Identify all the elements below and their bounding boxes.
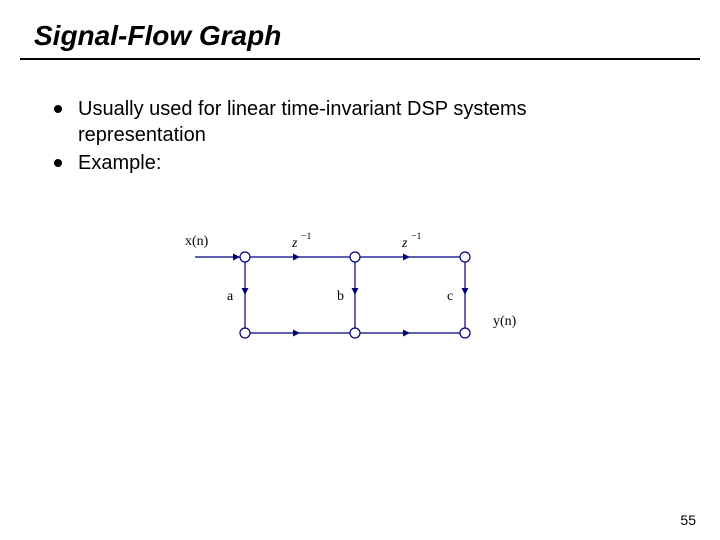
bullet-text: Example: xyxy=(78,150,161,176)
bullet-list: Usually used for linear time-invariant D… xyxy=(54,96,654,178)
svg-text:−1: −1 xyxy=(411,231,422,242)
svg-text:a: a xyxy=(227,289,234,304)
svg-text:c: c xyxy=(447,289,453,304)
bullet-item: Usually used for linear time-invariant D… xyxy=(54,96,654,148)
svg-text:y(n): y(n) xyxy=(493,314,517,329)
bullet-item: Example: xyxy=(54,150,654,176)
signal-flow-diagram: z−1z−1abcx(n)y(n) xyxy=(175,215,555,395)
svg-text:b: b xyxy=(337,289,344,304)
svg-text:−1: −1 xyxy=(301,231,312,242)
page-number: 55 xyxy=(680,512,696,528)
svg-text:z: z xyxy=(401,236,408,251)
bullet-dot-icon xyxy=(54,105,62,113)
bullet-dot-icon xyxy=(54,159,62,167)
title-underline xyxy=(20,58,700,60)
bullet-text: Usually used for linear time-invariant D… xyxy=(78,96,654,148)
svg-text:z: z xyxy=(291,236,298,251)
svg-text:x(n): x(n) xyxy=(185,234,209,249)
slide-title: Signal-Flow Graph xyxy=(34,20,281,52)
